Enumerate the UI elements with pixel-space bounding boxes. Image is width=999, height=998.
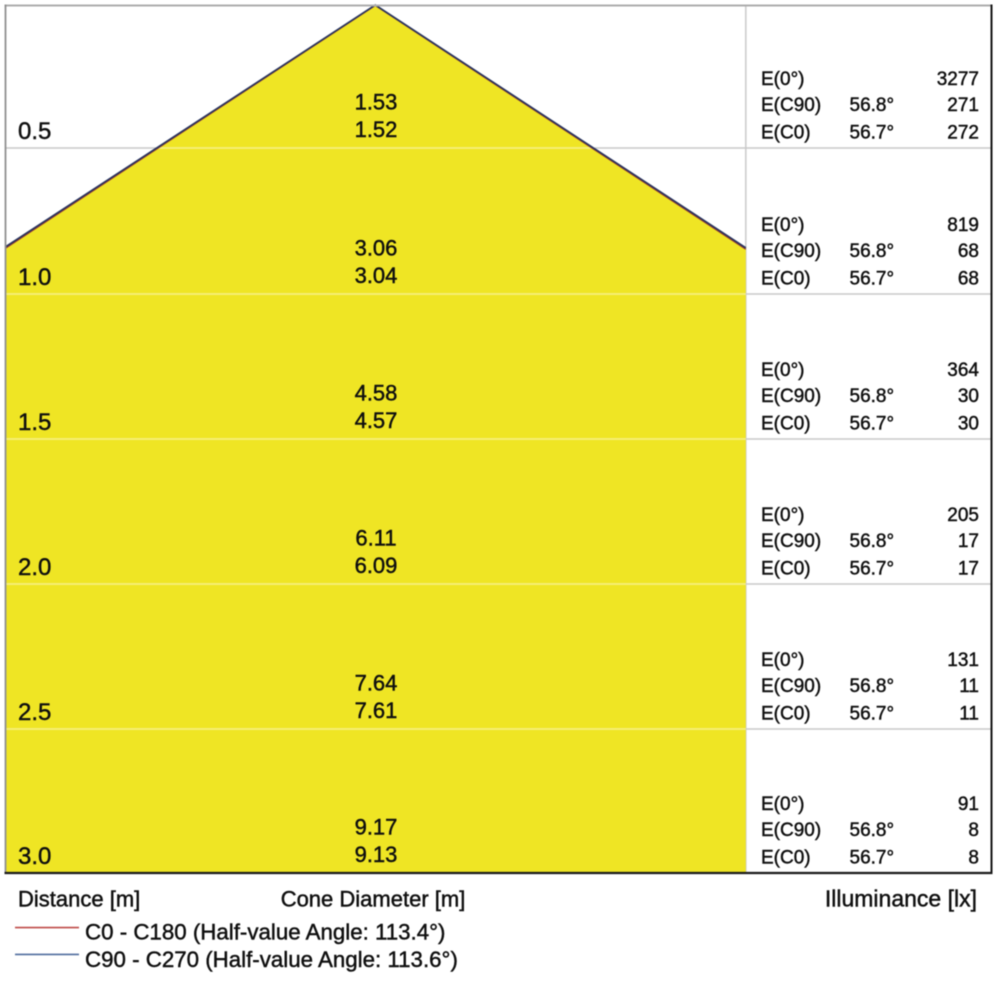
svg-text:E(C0): E(C0) bbox=[761, 414, 811, 435]
svg-text:56.8°: 56.8° bbox=[850, 531, 895, 552]
svg-text:3.0: 3.0 bbox=[18, 843, 51, 870]
svg-text:E(C0): E(C0) bbox=[761, 123, 811, 144]
svg-text:Distance [m]: Distance [m] bbox=[18, 887, 140, 912]
svg-text:7.64: 7.64 bbox=[355, 671, 398, 696]
svg-text:7.61: 7.61 bbox=[355, 698, 398, 723]
svg-text:11: 11 bbox=[959, 676, 979, 697]
svg-text:E(C0): E(C0) bbox=[761, 704, 811, 725]
svg-text:56.8°: 56.8° bbox=[850, 241, 895, 262]
svg-text:272: 272 bbox=[947, 123, 979, 144]
svg-text:56.8°: 56.8° bbox=[850, 386, 895, 407]
svg-text:91: 91 bbox=[958, 794, 979, 815]
svg-text:4.57: 4.57 bbox=[355, 408, 398, 433]
svg-text:30: 30 bbox=[958, 386, 979, 407]
svg-text:8: 8 bbox=[968, 848, 979, 869]
svg-text:8: 8 bbox=[968, 820, 979, 841]
svg-text:E(C90): E(C90) bbox=[761, 386, 821, 407]
svg-text:56.7°: 56.7° bbox=[850, 848, 895, 869]
svg-text:56.7°: 56.7° bbox=[850, 704, 895, 725]
svg-text:C90 - C270 (Half-value Angle:: C90 - C270 (Half-value Angle: 113.6°) bbox=[85, 947, 458, 972]
svg-text:1.53: 1.53 bbox=[355, 90, 398, 115]
svg-text:11: 11 bbox=[959, 704, 979, 725]
svg-text:2.5: 2.5 bbox=[18, 699, 51, 726]
svg-text:E(0°): E(0°) bbox=[761, 505, 805, 526]
svg-text:17: 17 bbox=[958, 559, 979, 580]
svg-text:56.8°: 56.8° bbox=[850, 95, 895, 116]
svg-text:56.7°: 56.7° bbox=[850, 559, 895, 580]
svg-text:E(C90): E(C90) bbox=[761, 676, 821, 697]
svg-text:E(C90): E(C90) bbox=[761, 531, 821, 552]
svg-text:E(0°): E(0°) bbox=[761, 215, 805, 236]
svg-text:30: 30 bbox=[958, 414, 979, 435]
svg-text:E(C0): E(C0) bbox=[761, 559, 811, 580]
svg-text:56.7°: 56.7° bbox=[850, 269, 895, 290]
svg-text:3.04: 3.04 bbox=[355, 263, 398, 288]
svg-text:E(0°): E(0°) bbox=[761, 69, 805, 90]
svg-text:364: 364 bbox=[947, 360, 979, 381]
svg-text:56.7°: 56.7° bbox=[850, 123, 895, 144]
svg-text:E(C90): E(C90) bbox=[761, 241, 821, 262]
svg-text:Cone Diameter [m]: Cone Diameter [m] bbox=[281, 887, 466, 912]
svg-text:E(C90): E(C90) bbox=[761, 95, 821, 116]
svg-text:6.11: 6.11 bbox=[355, 526, 396, 551]
svg-text:68: 68 bbox=[958, 269, 979, 290]
svg-text:56.8°: 56.8° bbox=[850, 820, 895, 841]
svg-text:E(C0): E(C0) bbox=[761, 269, 811, 290]
svg-text:3.06: 3.06 bbox=[355, 236, 398, 261]
svg-text:0.5: 0.5 bbox=[18, 118, 51, 145]
svg-text:1.52: 1.52 bbox=[355, 117, 398, 142]
svg-text:17: 17 bbox=[958, 531, 979, 552]
svg-text:271: 271 bbox=[947, 95, 979, 116]
svg-text:E(0°): E(0°) bbox=[761, 794, 805, 815]
svg-text:6.09: 6.09 bbox=[355, 553, 398, 578]
svg-text:2.0: 2.0 bbox=[18, 554, 51, 581]
svg-text:C0 - C180 (Half-value Angle: 1: C0 - C180 (Half-value Angle: 113.4°) bbox=[85, 920, 445, 945]
svg-text:1.5: 1.5 bbox=[18, 409, 51, 436]
svg-text:9.17: 9.17 bbox=[355, 815, 398, 840]
svg-text:68: 68 bbox=[958, 241, 979, 262]
svg-text:E(0°): E(0°) bbox=[761, 360, 805, 381]
svg-text:56.8°: 56.8° bbox=[850, 676, 895, 697]
svg-text:Illuminance [lx]: Illuminance [lx] bbox=[825, 886, 977, 912]
svg-text:819: 819 bbox=[947, 215, 979, 236]
svg-text:1.0: 1.0 bbox=[18, 264, 51, 291]
svg-text:56.7°: 56.7° bbox=[850, 414, 895, 435]
svg-text:E(C0): E(C0) bbox=[761, 848, 811, 869]
svg-text:9.13: 9.13 bbox=[355, 842, 398, 867]
svg-text:3277: 3277 bbox=[937, 69, 979, 90]
svg-text:E(0°): E(0°) bbox=[761, 650, 805, 671]
svg-text:131: 131 bbox=[947, 650, 979, 671]
svg-text:E(C90): E(C90) bbox=[761, 820, 821, 841]
svg-text:4.58: 4.58 bbox=[355, 381, 398, 406]
svg-text:205: 205 bbox=[947, 505, 979, 526]
